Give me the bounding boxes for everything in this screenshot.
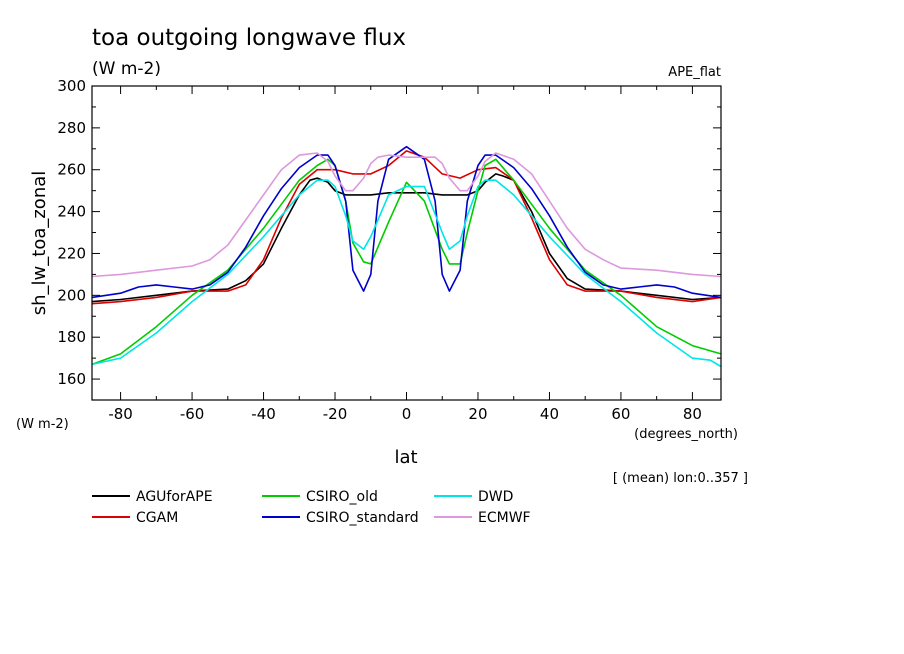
- y-axis-label: sh_lw_toa_zonal: [29, 171, 50, 316]
- x-tick-label: 60: [611, 405, 630, 423]
- plot-area: [91, 145, 722, 368]
- series-line-cgam: [91, 150, 722, 305]
- series-line-ecmwf: [91, 152, 722, 278]
- y-tick-label: 200: [57, 286, 86, 304]
- y-tick-label: 180: [57, 328, 86, 346]
- x-axis: -80 -60 -40 -20 0 20 40 60 80: [108, 86, 702, 423]
- legend-entry: ECMWF: [478, 510, 531, 526]
- footnote: [ (mean) lon:0..357 ]: [613, 471, 748, 486]
- legend-entry: CSIRO_standard: [306, 510, 419, 526]
- y-axis: 160 180 200 220 240 260 280 300: [57, 77, 721, 388]
- chart-title: toa outgoing longwave flux: [92, 25, 406, 51]
- legend-entry: CSIRO_old: [306, 489, 378, 505]
- legend-entry: DWD: [478, 489, 513, 505]
- x-tick-label: -80: [108, 405, 133, 423]
- x-tick-label: -60: [180, 405, 205, 423]
- x-tick-label: 0: [402, 405, 412, 423]
- x-tick-label: 80: [683, 405, 702, 423]
- y-axis-units: (W m-2): [16, 417, 69, 432]
- legend-entry: CGAM: [136, 510, 178, 526]
- y-tick-label: 260: [57, 161, 86, 179]
- legend: AGUforAPE CGAM CSIRO_old CSIRO_standard DWD E…: [92, 489, 531, 526]
- x-tick-label: -20: [323, 405, 348, 423]
- y-tick-label: 280: [57, 119, 86, 137]
- series-line-dwd: [91, 179, 722, 368]
- y-tick-label: 220: [57, 244, 86, 262]
- legend-entry: AGUforAPE: [136, 489, 213, 505]
- x-tick-label: -40: [251, 405, 276, 423]
- x-axis-units: (degrees_north): [634, 427, 738, 442]
- series-line-aguforape: [91, 173, 722, 303]
- plot-frame: [91, 85, 722, 401]
- series-line-csiro-standard: [91, 145, 722, 299]
- y-tick-label: 240: [57, 203, 86, 221]
- y-tick-label: 300: [57, 77, 86, 95]
- x-tick-label: 40: [540, 405, 559, 423]
- x-tick-label: 20: [468, 405, 487, 423]
- x-axis-label: lat: [394, 447, 417, 468]
- series-line-csiro-old: [91, 158, 722, 366]
- y-tick-label: 160: [57, 370, 86, 388]
- chart-subtitle: (W m-2): [92, 59, 161, 79]
- experiment-label: APE_flat: [668, 65, 721, 80]
